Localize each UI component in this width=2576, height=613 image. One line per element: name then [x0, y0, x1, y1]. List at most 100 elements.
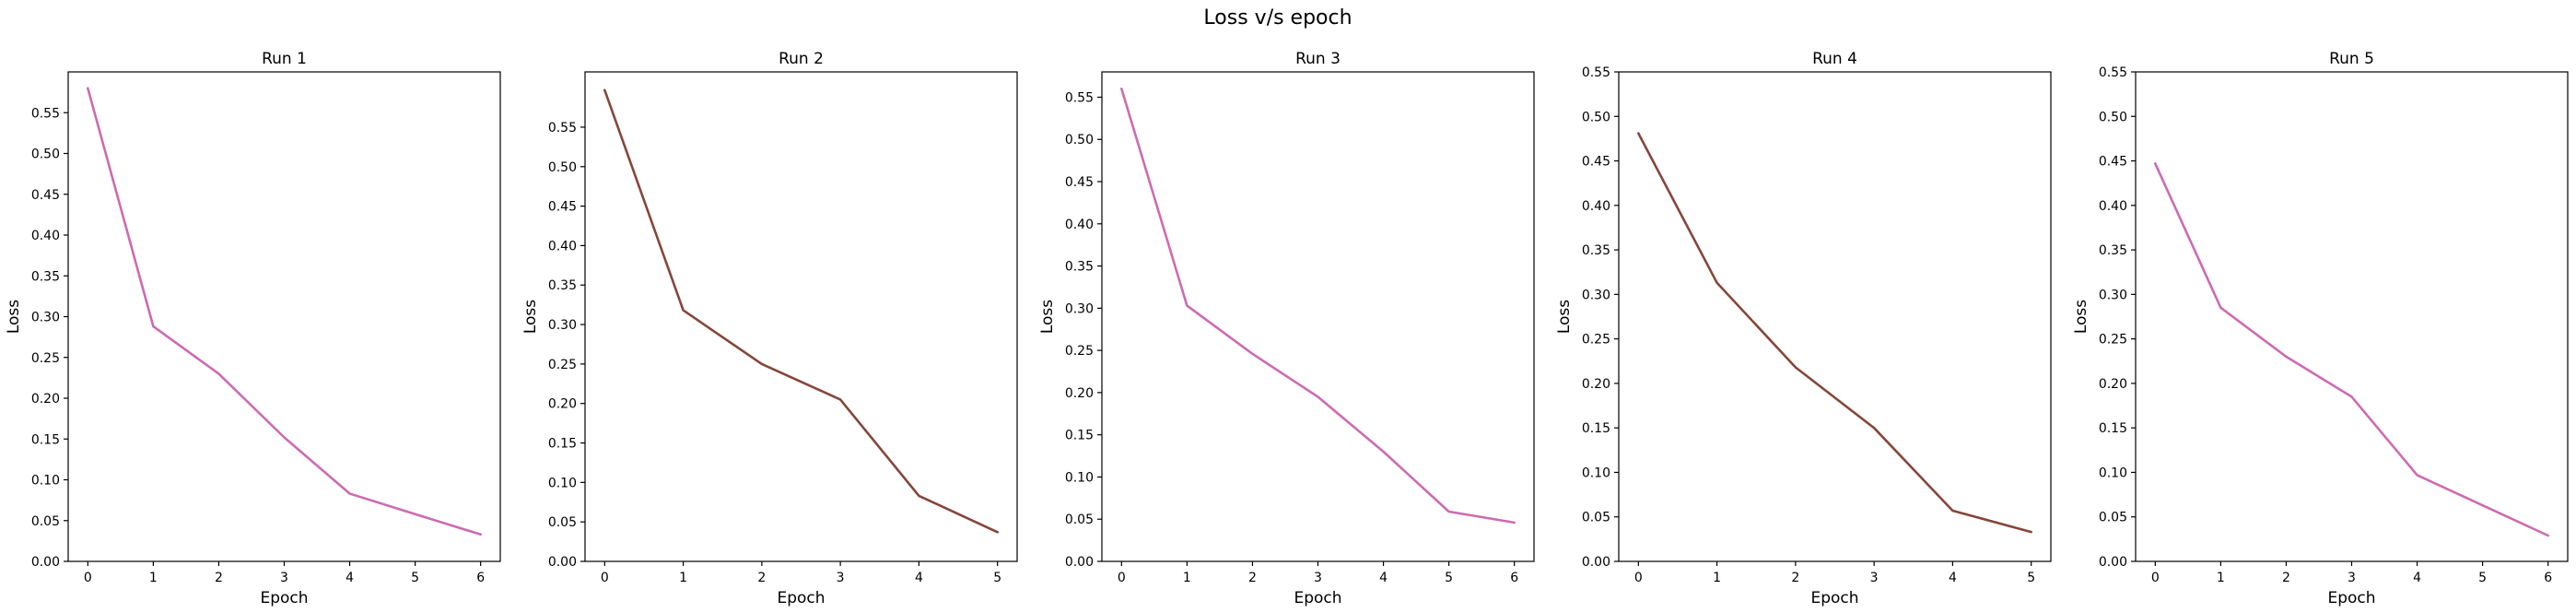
y-tick-label: 0.30: [2099, 288, 2127, 302]
x-tick-label: 0: [1634, 571, 1643, 585]
y-tick-label: 0.55: [548, 121, 577, 136]
y-tick-label: 0.35: [548, 278, 577, 293]
x-tick-label: 1: [149, 571, 158, 585]
y-tick-label: 0.00: [1065, 555, 1094, 570]
axes-frame: [1618, 71, 2052, 562]
subplot-title: Run 4: [1812, 50, 1857, 68]
x-axis-label: Epoch: [1294, 589, 1341, 607]
y-tick-label: 0.55: [1582, 65, 1610, 80]
x-tick-label: 3: [280, 571, 288, 585]
x-tick-label: 1: [1183, 571, 1191, 585]
y-tick-label: 0.30: [31, 311, 60, 325]
y-tick-label: 0.15: [1065, 429, 1094, 443]
axes-frame: [67, 71, 501, 562]
y-tick-label: 0.55: [31, 106, 60, 121]
y-tick-label: 0.15: [548, 437, 577, 452]
y-tick-label: 0.00: [2099, 555, 2127, 570]
subplot-grid: Run 1 0.00 0.05 0.10 0.15 0.20 0.25 0.30 0.35 0.4…: [5, 50, 2569, 607]
x-tick-label: 6: [2544, 571, 2552, 585]
x-tick-label: 1: [1713, 571, 1721, 585]
y-tick-label: 0.40: [1065, 218, 1094, 232]
y-tick-label: 0.35: [31, 269, 60, 284]
subplot-title: Run 2: [779, 50, 824, 68]
subplot-title: Run 3: [1295, 50, 1341, 68]
y-tick-label: 0.40: [31, 229, 60, 243]
x-tick-label: 3: [837, 571, 845, 585]
subplot-run-1: Run 1 0.00 0.05 0.10 0.15 0.20 0.25 0.30 0.35 0.4…: [5, 50, 501, 607]
y-tick-label: 0.50: [1065, 133, 1094, 147]
y-tick-label: 0.40: [548, 239, 577, 253]
y-tick-label: 0.50: [1582, 110, 1610, 124]
x-tick-label: 3: [1870, 571, 1879, 585]
loss-line: [2154, 162, 2549, 537]
y-tick-label: 0.10: [1582, 466, 1610, 480]
x-tick-label: 5: [2478, 571, 2487, 585]
y-tick-label: 0.25: [548, 358, 577, 372]
y-axis-label: Loss: [5, 300, 23, 334]
loss-line: [1637, 132, 2032, 534]
y-tick-label: 0.10: [31, 474, 60, 489]
x-tick-label: 4: [1949, 571, 1957, 585]
y-tick-label: 0.55: [2099, 65, 2127, 80]
y-tick-label: 0.00: [548, 555, 577, 570]
y-tick-label: 0.20: [2099, 377, 2127, 392]
y-tick-label: 0.45: [2099, 155, 2127, 170]
x-tick-label: 4: [2413, 571, 2421, 585]
y-tick-label: 0.45: [1582, 155, 1610, 170]
y-axis-label: Loss: [1038, 300, 1057, 334]
y-tick-label: 0.05: [2099, 511, 2127, 525]
loss-line: [1120, 88, 1516, 525]
x-tick-label: 4: [345, 571, 354, 585]
x-tick-label: 5: [2027, 571, 2035, 585]
x-tick-label: 4: [915, 571, 923, 585]
x-tick-label: 0: [2151, 571, 2160, 585]
x-tick-label: 0: [84, 571, 92, 585]
loss-line: [87, 87, 483, 536]
x-tick-label: 0: [1118, 571, 1126, 585]
y-tick-label: 0.05: [31, 514, 60, 529]
x-tick-label: 1: [679, 571, 687, 585]
y-axis-label: Loss: [1555, 300, 1574, 334]
y-axis-label: Loss: [2072, 300, 2090, 334]
y-tick-label: 0.25: [31, 351, 60, 366]
figure-title: Loss v/s epoch: [1203, 6, 1352, 29]
x-tick-label: 3: [2348, 571, 2356, 585]
y-tick-label: 0.05: [548, 515, 577, 530]
y-tick-label: 0.40: [2099, 199, 2127, 214]
y-tick-label: 0.50: [31, 147, 60, 162]
x-tick-label: 6: [1510, 571, 1518, 585]
x-tick-label: 2: [215, 571, 223, 585]
y-tick-label: 0.45: [31, 188, 60, 203]
x-tick-label: 5: [993, 571, 1001, 585]
y-axis-label: Loss: [521, 300, 540, 334]
y-tick-label: 0.30: [1065, 301, 1094, 316]
x-tick-label: 4: [1379, 571, 1388, 585]
y-tick-label: 0.25: [2099, 333, 2127, 348]
subplot-run-2: Run 2 0.00 0.05 0.10 0.15 0.20 0.25 0.30 0.35 0.4…: [521, 50, 1018, 607]
axes-frame: [2135, 71, 2569, 562]
y-tick-label: 0.55: [1065, 90, 1094, 105]
y-tick-label: 0.15: [1582, 421, 1610, 436]
loss-line: [603, 88, 999, 534]
y-tick-label: 0.25: [1582, 333, 1610, 348]
y-tick-label: 0.35: [2099, 243, 2127, 258]
y-tick-label: 0.10: [1065, 470, 1094, 485]
x-tick-label: 1: [2217, 571, 2225, 585]
y-tick-label: 0.30: [1582, 288, 1610, 302]
y-tick-label: 0.30: [548, 318, 577, 333]
y-tick-label: 0.15: [2099, 421, 2127, 436]
x-axis-label: Epoch: [2327, 589, 2375, 607]
x-axis-label: Epoch: [777, 589, 825, 607]
y-tick-label: 0.10: [2099, 466, 2127, 480]
y-tick-label: 0.20: [1065, 386, 1094, 401]
y-tick-label: 0.40: [1582, 199, 1610, 214]
x-tick-label: 0: [601, 571, 609, 585]
axes-frame: [1101, 71, 1535, 562]
y-tick-label: 0.20: [31, 392, 60, 407]
x-axis-label: Epoch: [260, 589, 308, 607]
x-tick-label: 2: [757, 571, 766, 585]
x-tick-label: 6: [476, 571, 485, 585]
y-tick-label: 0.00: [1582, 555, 1610, 570]
y-tick-label: 0.50: [2099, 110, 2127, 124]
